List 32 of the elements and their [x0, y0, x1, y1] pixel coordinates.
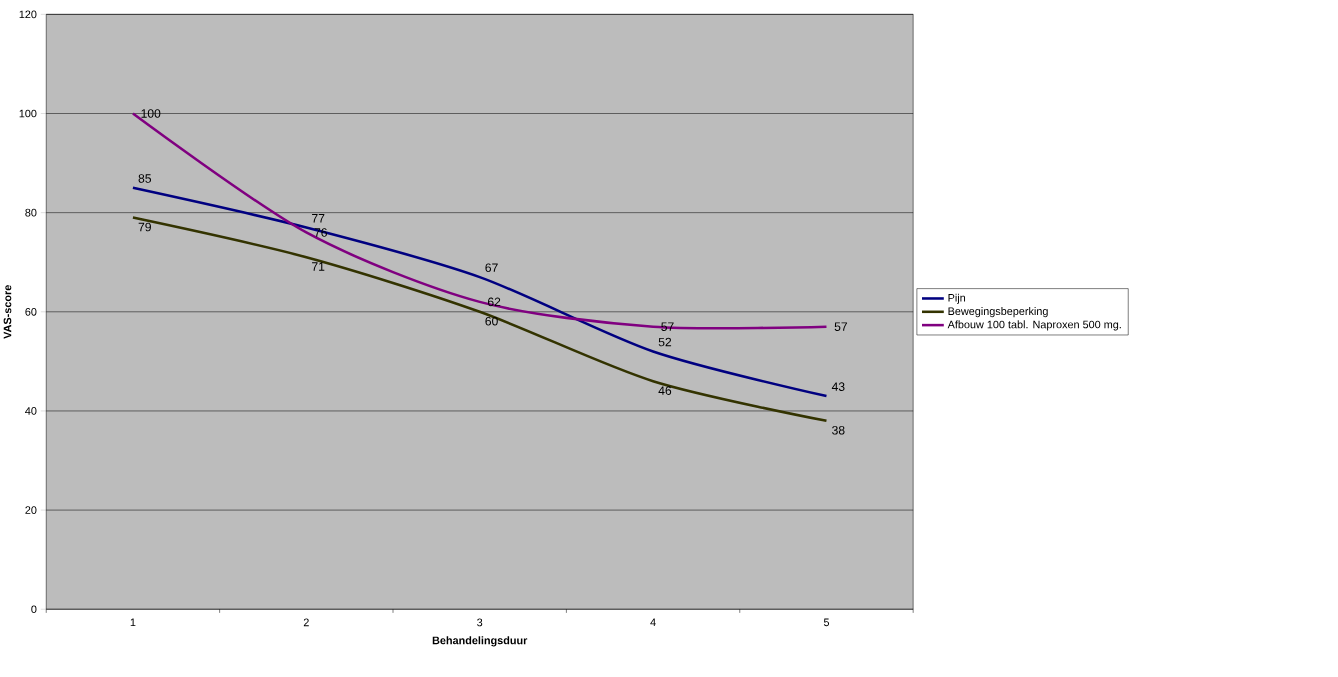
- data-label: 71: [312, 262, 325, 271]
- x-axis-title: Behandelingsduur: [432, 636, 528, 647]
- y-axis-title: VAS-score: [3, 285, 12, 339]
- legend-label: Pijn: [948, 293, 966, 304]
- y-tick-label: 20: [25, 506, 37, 514]
- data-label: 57: [834, 322, 848, 331]
- x-tick-label: 2: [303, 618, 309, 627]
- line-series: [131, 186, 828, 398]
- data-label: 60: [485, 316, 498, 326]
- data-label: 85: [138, 174, 152, 183]
- y-tick-label: 120: [19, 10, 37, 19]
- data-label: 46: [658, 386, 672, 395]
- data-label: 43: [831, 382, 845, 391]
- data-label: 62: [487, 297, 501, 307]
- data-label: 79: [138, 222, 151, 232]
- x-tick-label: 1: [130, 618, 136, 626]
- data-label: 38: [832, 425, 845, 435]
- legend-label: Afbouw 100 tabl. Naproxen 500 mg.: [947, 320, 1121, 331]
- x-tick-label: 4: [650, 618, 656, 626]
- data-label: 77: [312, 213, 325, 223]
- data-label: 67: [485, 263, 498, 272]
- legend-label: Bewegingsbeperking: [948, 306, 1048, 318]
- y-tick-label: 60: [25, 307, 37, 316]
- data-label: 100: [141, 109, 161, 118]
- y-tick-label: 0: [31, 605, 37, 613]
- y-tick-label: 100: [19, 109, 37, 118]
- data-label: 52: [658, 337, 672, 347]
- y-tick-label: 40: [25, 406, 37, 415]
- x-tick-label: 3: [477, 618, 483, 627]
- line-series: [131, 216, 828, 423]
- y-tick-label: 80: [25, 208, 37, 217]
- x-tick-label: 5: [823, 618, 830, 627]
